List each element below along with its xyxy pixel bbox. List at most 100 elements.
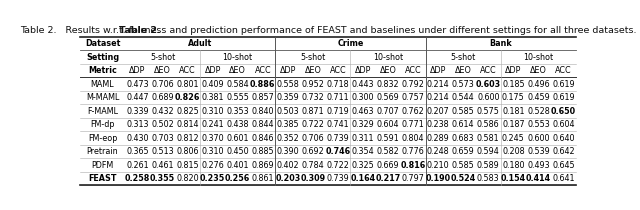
Text: F-MAML: F-MAML <box>87 106 118 116</box>
Text: 0.575: 0.575 <box>477 106 500 116</box>
Text: 0.669: 0.669 <box>377 161 399 170</box>
Text: 0.692: 0.692 <box>301 147 324 156</box>
Text: ACC: ACC <box>179 66 196 75</box>
Text: 0.585: 0.585 <box>452 106 475 116</box>
Text: 0.276: 0.276 <box>201 161 224 170</box>
Text: 0.784: 0.784 <box>301 161 324 170</box>
Text: ACC: ACC <box>330 66 346 75</box>
Text: 0.741: 0.741 <box>326 120 349 129</box>
Text: ΔDP: ΔDP <box>204 66 221 75</box>
Text: 0.190: 0.190 <box>426 174 451 183</box>
Text: 0.241: 0.241 <box>202 120 224 129</box>
Text: 0.703: 0.703 <box>151 134 174 143</box>
Text: 0.861: 0.861 <box>252 174 274 183</box>
Text: 0.461: 0.461 <box>151 161 174 170</box>
Text: 0.539: 0.539 <box>527 147 550 156</box>
Text: ACC: ACC <box>255 66 271 75</box>
Text: 0.585: 0.585 <box>452 161 475 170</box>
Text: Adult: Adult <box>188 39 212 48</box>
Text: ΔEO: ΔEO <box>455 66 472 75</box>
Text: 0.757: 0.757 <box>402 93 424 102</box>
Text: 0.885: 0.885 <box>252 147 274 156</box>
Text: 0.544: 0.544 <box>452 93 474 102</box>
Text: 0.459: 0.459 <box>527 93 550 102</box>
Text: ΔDP: ΔDP <box>280 66 296 75</box>
Text: PDFM: PDFM <box>92 161 114 170</box>
Text: 0.846: 0.846 <box>252 134 274 143</box>
Text: 0.473: 0.473 <box>126 80 148 89</box>
Text: 0.603: 0.603 <box>476 80 501 89</box>
Text: 0.352: 0.352 <box>276 134 300 143</box>
Text: 0.359: 0.359 <box>276 93 300 102</box>
Text: 0.528: 0.528 <box>527 106 550 116</box>
Text: 0.289: 0.289 <box>427 134 449 143</box>
Text: 0.309: 0.309 <box>300 174 326 183</box>
Text: 0.583: 0.583 <box>477 174 500 183</box>
Text: 0.642: 0.642 <box>552 147 575 156</box>
Text: ΔEO: ΔEO <box>305 66 321 75</box>
Text: 0.683: 0.683 <box>452 134 474 143</box>
Text: 0.553: 0.553 <box>527 120 550 129</box>
Text: 5-shot: 5-shot <box>300 52 326 62</box>
Text: Metric: Metric <box>88 66 117 75</box>
Text: ΔEO: ΔEO <box>380 66 397 75</box>
Text: 0.706: 0.706 <box>301 134 324 143</box>
Text: 0.208: 0.208 <box>502 147 525 156</box>
Text: 0.187: 0.187 <box>502 120 525 129</box>
Text: 0.601: 0.601 <box>227 134 249 143</box>
Text: 10-shot: 10-shot <box>373 52 403 62</box>
Text: 0.718: 0.718 <box>326 80 349 89</box>
Text: 0.573: 0.573 <box>452 80 475 89</box>
Text: Table 2.: Table 2. <box>119 26 161 35</box>
Text: 0.310: 0.310 <box>202 106 224 116</box>
Text: Pretrain: Pretrain <box>86 147 118 156</box>
Text: 0.402: 0.402 <box>276 161 299 170</box>
Text: 0.825: 0.825 <box>176 106 199 116</box>
Text: 0.496: 0.496 <box>527 80 550 89</box>
Text: 0.214: 0.214 <box>427 80 449 89</box>
Text: 0.325: 0.325 <box>351 161 374 170</box>
Text: 0.792: 0.792 <box>402 80 424 89</box>
Text: 0.248: 0.248 <box>427 147 449 156</box>
Text: 0.555: 0.555 <box>227 93 249 102</box>
Text: 0.604: 0.604 <box>552 120 575 129</box>
Text: 0.816: 0.816 <box>401 161 426 170</box>
Text: 0.217: 0.217 <box>376 174 401 183</box>
Text: 0.450: 0.450 <box>227 147 249 156</box>
Text: 0.801: 0.801 <box>177 80 199 89</box>
Text: Setting: Setting <box>86 52 119 62</box>
Text: 0.354: 0.354 <box>352 147 374 156</box>
Text: 0.776: 0.776 <box>402 147 424 156</box>
Text: 0.355: 0.355 <box>150 174 175 183</box>
Text: 0.711: 0.711 <box>326 93 349 102</box>
Text: 0.584: 0.584 <box>227 80 249 89</box>
Text: 0.207: 0.207 <box>427 106 449 116</box>
Text: 0.650: 0.650 <box>551 106 576 116</box>
Text: 0.586: 0.586 <box>477 120 500 129</box>
Text: 0.154: 0.154 <box>500 174 526 183</box>
Text: 0.820: 0.820 <box>176 174 199 183</box>
Text: 0.762: 0.762 <box>402 106 424 116</box>
Text: 0.844: 0.844 <box>252 120 274 129</box>
Text: 0.619: 0.619 <box>552 93 575 102</box>
Text: 10-shot: 10-shot <box>524 52 554 62</box>
Text: FEAST: FEAST <box>88 174 116 183</box>
Text: 0.812: 0.812 <box>176 134 199 143</box>
Text: 0.203: 0.203 <box>275 174 300 183</box>
Text: 0.430: 0.430 <box>126 134 148 143</box>
Text: 0.447: 0.447 <box>126 93 148 102</box>
Text: 0.181: 0.181 <box>502 106 525 116</box>
Text: 0.815: 0.815 <box>176 161 199 170</box>
Text: 0.238: 0.238 <box>427 120 449 129</box>
Text: 5-shot: 5-shot <box>150 52 175 62</box>
Text: 0.164: 0.164 <box>351 174 376 183</box>
Text: 0.641: 0.641 <box>552 174 575 183</box>
Text: 0.814: 0.814 <box>177 120 199 129</box>
Text: ΔDP: ΔDP <box>505 66 522 75</box>
Text: ACC: ACC <box>405 66 421 75</box>
Text: 0.689: 0.689 <box>151 93 174 102</box>
Text: 0.722: 0.722 <box>326 161 349 170</box>
Text: 0.513: 0.513 <box>151 147 174 156</box>
Text: 0.719: 0.719 <box>326 106 349 116</box>
Text: 0.180: 0.180 <box>502 161 525 170</box>
